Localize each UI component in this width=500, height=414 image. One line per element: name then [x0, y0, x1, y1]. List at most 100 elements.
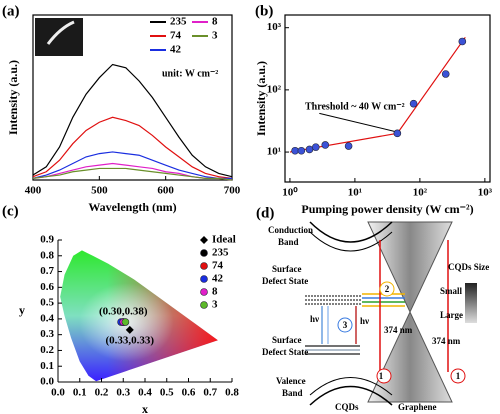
y-tick-label: 0.8	[40, 249, 54, 261]
point	[441, 70, 450, 78]
point	[344, 142, 353, 150]
x-tick-label: 0.4	[138, 387, 152, 399]
legend-label: 3	[212, 299, 218, 311]
size-scale	[465, 283, 477, 323]
y-tick-label: 0.2	[40, 344, 54, 356]
y-tick-label: 0.1	[40, 360, 54, 372]
label: CQDs Size	[448, 262, 489, 272]
plot-frame	[32, 14, 233, 181]
label: Band	[282, 388, 303, 398]
graphene-cone-upper	[367, 221, 453, 314]
annotation: (0.33,0.33)	[105, 334, 154, 346]
x-tick-label: 10²	[413, 187, 428, 199]
step-marker	[376, 368, 392, 384]
label: Conduction	[268, 225, 313, 235]
x-axis-label: Pumping power density (W cm⁻²)	[301, 202, 473, 216]
panel-label: (c)	[2, 203, 19, 219]
diagram: (d) Conduction Band Surface Defect State	[256, 205, 489, 412]
annotation: Threshold ~ 40 W cm⁻²	[305, 102, 405, 113]
panel-label: (b)	[255, 3, 273, 19]
y-tick-label: 10²	[267, 83, 282, 95]
panel-label: (a)	[2, 3, 20, 19]
legend-marker	[200, 288, 208, 296]
point	[409, 99, 418, 108]
point	[291, 146, 299, 155]
step-marker	[379, 281, 395, 297]
y-axis-label: Intensity (a.u.)	[6, 60, 20, 135]
label: Defect State	[262, 276, 308, 286]
valence-band-edge	[309, 385, 393, 406]
x-tick-label: 10¹	[348, 187, 362, 199]
legend-marker	[200, 262, 208, 270]
y-tick-label: 0.0	[40, 376, 54, 388]
x-tick-label: 0.6	[182, 387, 196, 399]
point	[297, 146, 306, 155]
series-line	[32, 151, 232, 179]
charts: (a) Wavelength (nm) Intensity (a.u.) 400 500…	[2, 3, 493, 414]
point	[458, 37, 467, 46]
x-tick-label: 0.8	[225, 387, 239, 399]
x-tick-label: 0.2	[95, 387, 109, 399]
legend-label: Ideal	[212, 234, 236, 246]
legend-label: 8	[212, 286, 218, 298]
fit-line	[289, 36, 466, 153]
y-axis-label: Intensity (a.u.)	[254, 61, 268, 136]
x-axis-label: x	[142, 402, 148, 414]
legend-marker	[200, 301, 208, 309]
label: 2	[385, 284, 390, 294]
point	[321, 141, 330, 149]
x-tick-label: 0.5	[160, 387, 174, 399]
series-line	[32, 116, 233, 179]
label: Small	[440, 286, 463, 296]
label: 374 nm	[384, 325, 413, 335]
y-tick-label: 0.6	[40, 281, 54, 293]
defect-levels	[305, 295, 362, 305]
x-tick-label: 0.1	[73, 387, 87, 399]
plot-frame	[284, 14, 491, 183]
y-tick-label: 0.9	[40, 234, 54, 246]
x-tick-label: 400	[25, 185, 42, 197]
label: Surface	[272, 335, 302, 345]
legend-label: 235	[170, 16, 187, 28]
x-axis-label: Wavelength (nm)	[88, 200, 176, 214]
label: 374 nm	[432, 336, 461, 346]
step-marker	[450, 368, 466, 384]
label: Surface	[272, 264, 302, 274]
x-tick-label: 10⁰	[282, 187, 298, 199]
y-tick-label: 10¹	[267, 146, 281, 158]
legend-label: 42	[212, 273, 224, 285]
x-tick-label: 500	[91, 185, 108, 197]
x-tick-label: 700	[224, 185, 241, 197]
y-tick-label: 0.7	[40, 265, 54, 277]
panel-label: (d)	[256, 205, 274, 221]
y-tick-label: 0.4	[40, 312, 54, 324]
label: 3	[343, 320, 348, 330]
point	[125, 325, 134, 334]
valence-band-edge	[309, 377, 393, 396]
x-tick-label: 0.3	[116, 387, 130, 399]
inset-photo-glow	[46, 20, 75, 45]
label: 1	[456, 371, 461, 381]
y-tick-label: 0.5	[40, 297, 54, 309]
legend-label: 3	[212, 30, 218, 42]
point	[305, 145, 314, 154]
label: Large	[440, 310, 463, 320]
label: CQDs	[335, 402, 359, 412]
series-line	[32, 167, 233, 181]
x-tick-label: 10³	[478, 187, 493, 199]
annotation-arrow	[319, 112, 395, 132]
defect-levels-colored	[305, 293, 405, 355]
legend-label: 74	[212, 260, 224, 272]
unit-note: unit: W cm⁻²	[162, 68, 218, 79]
label: Valence	[276, 376, 306, 386]
y-axis-label: y	[19, 303, 25, 317]
annotation: (0.30,0.38)	[99, 306, 148, 318]
x-tick-label: 600	[157, 185, 174, 197]
inset-photo	[35, 18, 83, 56]
legend-marker	[200, 249, 208, 257]
label: hν	[310, 314, 319, 324]
legend-label: 235	[212, 247, 229, 259]
conduction-band-edge	[309, 231, 393, 252]
label: 1	[379, 371, 384, 381]
label: hν	[360, 316, 369, 326]
